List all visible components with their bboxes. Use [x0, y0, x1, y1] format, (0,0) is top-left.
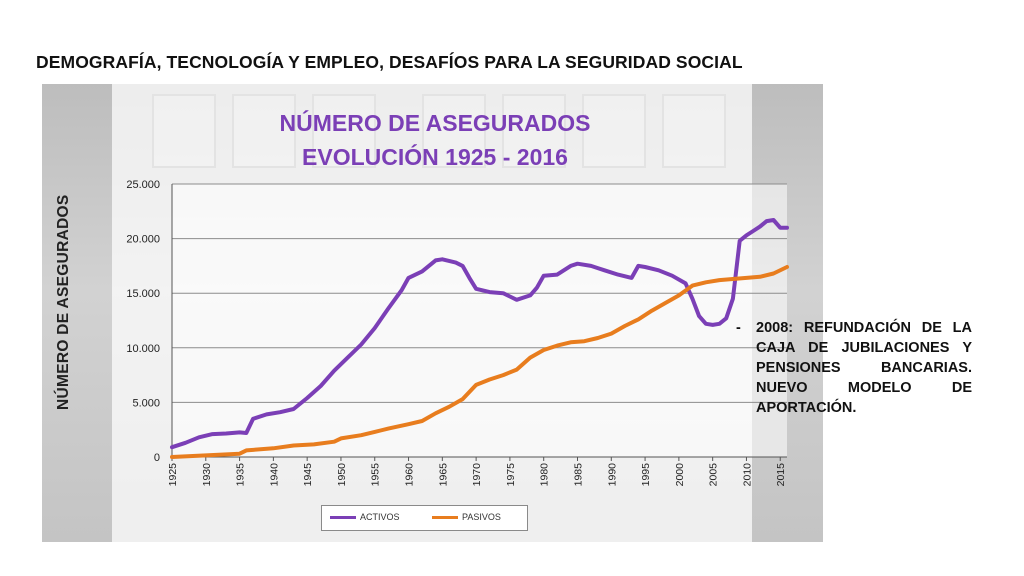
x-tick-label: 1925 [167, 463, 179, 487]
x-tick-label: 1950 [336, 463, 348, 487]
legend-item-pasivos: PASIVOS [432, 512, 501, 524]
series-layer [170, 218, 789, 459]
legend-item-activos: ACTIVOS [330, 512, 400, 524]
x-tick-label: 1980 [539, 463, 551, 487]
x-tick-label: 1970 [471, 463, 483, 487]
x-tick-label: 1985 [572, 463, 584, 487]
chart-legend: ACTIVOS PASIVOS [321, 505, 528, 531]
y-tick-label: 15.000 [126, 288, 160, 300]
x-tick-label: 1995 [640, 463, 652, 487]
legend-swatch-activos [330, 516, 356, 520]
series-line-pasivos [170, 265, 789, 459]
legend-label-activos: ACTIVOS [360, 512, 400, 522]
x-tick-label: 2000 [674, 463, 686, 487]
y-tick-label: 0 [154, 452, 160, 464]
x-tick-label: 1965 [437, 463, 449, 487]
x-tick-label: 1940 [268, 463, 280, 487]
legend-label-pasivos: PASIVOS [462, 512, 501, 522]
note-bullet: - [736, 320, 741, 336]
y-tick-label: 20.000 [126, 234, 160, 246]
y-tick-label: 10.000 [126, 343, 160, 355]
x-tick-label: 1935 [235, 463, 247, 487]
x-tick-label: 2010 [741, 463, 753, 487]
x-tick-label: 1990 [606, 463, 618, 487]
x-tick-label: 1930 [201, 463, 213, 487]
annotation-note: - 2008: REFUNDACIÓN DE LA CAJA DE JUBILA… [736, 318, 972, 418]
axis-layer: 0 5.000 10.000 15.000 20.000 25.000 1925 1930 19… [126, 179, 787, 486]
x-tick-label: 1960 [404, 463, 416, 487]
legend-swatch-pasivos [432, 516, 458, 520]
series-line-activos [170, 218, 789, 450]
x-tick-label: 1975 [505, 463, 517, 487]
chart-title-line2: EVOLUCIÓN 1925 - 2016 [302, 144, 568, 170]
x-tick-label: 2015 [775, 463, 787, 487]
note-text: 2008: REFUNDACIÓN DE LA CAJA DE JUBILACI… [756, 320, 972, 416]
x-tick-label: 2005 [708, 463, 720, 487]
y-tick-label: 25.000 [126, 179, 160, 191]
x-tick-label: 1945 [302, 463, 314, 487]
y-tick-label: 5.000 [132, 397, 160, 409]
chart-title-line1: NÚMERO DE ASEGURADOS [279, 110, 591, 136]
x-tick-label: 1955 [370, 463, 382, 487]
slide-title: DEMOGRAFÍA, TECNOLOGÍA Y EMPLEO, DESAFÍO… [36, 52, 743, 72]
